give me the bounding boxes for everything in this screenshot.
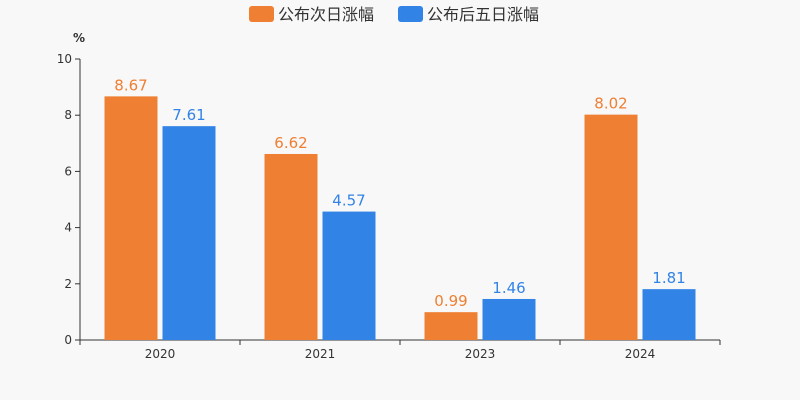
value-label-series-1-2024: 8.02 [594, 95, 627, 113]
value-label-series-2-2021: 4.57 [332, 192, 365, 210]
bar-series-2-2023[interactable] [482, 298, 536, 340]
value-label-series-1-2023: 0.99 [434, 292, 467, 310]
value-label-series-1-2021: 6.62 [274, 134, 307, 152]
x-tick-label: 2020 [145, 347, 176, 361]
x-axis-ticks: 2020 2021 2023 2024 [79, 340, 721, 361]
y-axis-ticks: 0 2 4 6 8 10 [57, 52, 80, 347]
value-labels: 8.67 7.61 6.62 4.57 0.99 1.46 8.02 1.81 [114, 76, 685, 310]
legend-item-series-2[interactable]: 公布后五日涨幅 [398, 5, 539, 24]
bar-series-1-2020[interactable] [104, 96, 158, 340]
value-label-series-2-2023: 1.46 [492, 279, 525, 297]
y-tick-label: 4 [64, 221, 72, 235]
legend-swatch-series-2 [398, 6, 423, 22]
bar-series-2-2021[interactable] [322, 211, 376, 340]
legend-label-series-1: 公布次日涨幅 [278, 5, 374, 24]
y-tick-label: 10 [57, 52, 72, 66]
y-axis-unit-label: % [73, 31, 85, 45]
bars [104, 96, 696, 340]
bar-series-2-2024[interactable] [642, 289, 696, 340]
legend-item-series-1[interactable]: 公布次日涨幅 [249, 5, 374, 24]
legend-label-series-2: 公布后五日涨幅 [427, 5, 539, 24]
bar-series-2-2020[interactable] [162, 126, 216, 340]
value-label-series-2-2020: 7.61 [172, 106, 205, 124]
bar-series-1-2021[interactable] [264, 153, 318, 340]
bar-series-1-2023[interactable] [424, 312, 478, 340]
y-tick-label: 6 [64, 164, 72, 178]
x-tick-label: 2023 [465, 347, 496, 361]
y-tick-label: 8 [64, 108, 72, 122]
x-tick-label: 2024 [625, 347, 656, 361]
y-tick-label: 0 [64, 333, 72, 347]
value-label-series-2-2024: 1.81 [652, 269, 685, 287]
value-label-series-1-2020: 8.67 [114, 76, 147, 94]
legend-swatch-series-1 [249, 6, 274, 22]
bar-series-1-2024[interactable] [584, 114, 638, 340]
legend: 公布次日涨幅 公布后五日涨幅 [249, 5, 539, 24]
x-tick-label: 2021 [305, 347, 336, 361]
y-tick-label: 2 [64, 277, 72, 291]
